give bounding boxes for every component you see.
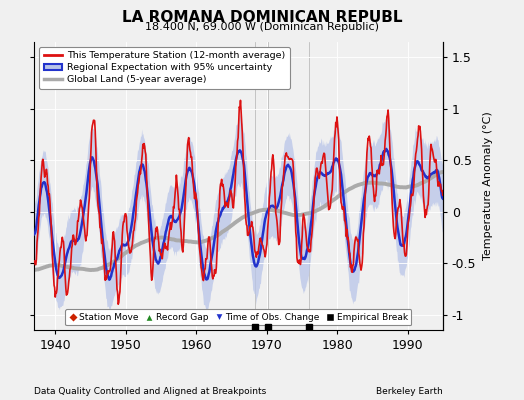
- Legend: Station Move, Record Gap, Time of Obs. Change, Empirical Break: Station Move, Record Gap, Time of Obs. C…: [66, 309, 411, 326]
- Y-axis label: Temperature Anomaly (°C): Temperature Anomaly (°C): [483, 112, 493, 260]
- Text: 18.400 N, 69.000 W (Dominican Republic): 18.400 N, 69.000 W (Dominican Republic): [145, 22, 379, 32]
- Text: Data Quality Controlled and Aligned at Breakpoints: Data Quality Controlled and Aligned at B…: [34, 387, 266, 396]
- Text: LA ROMANA DOMINICAN REPUBL: LA ROMANA DOMINICAN REPUBL: [122, 10, 402, 25]
- Text: Berkeley Earth: Berkeley Earth: [376, 387, 443, 396]
